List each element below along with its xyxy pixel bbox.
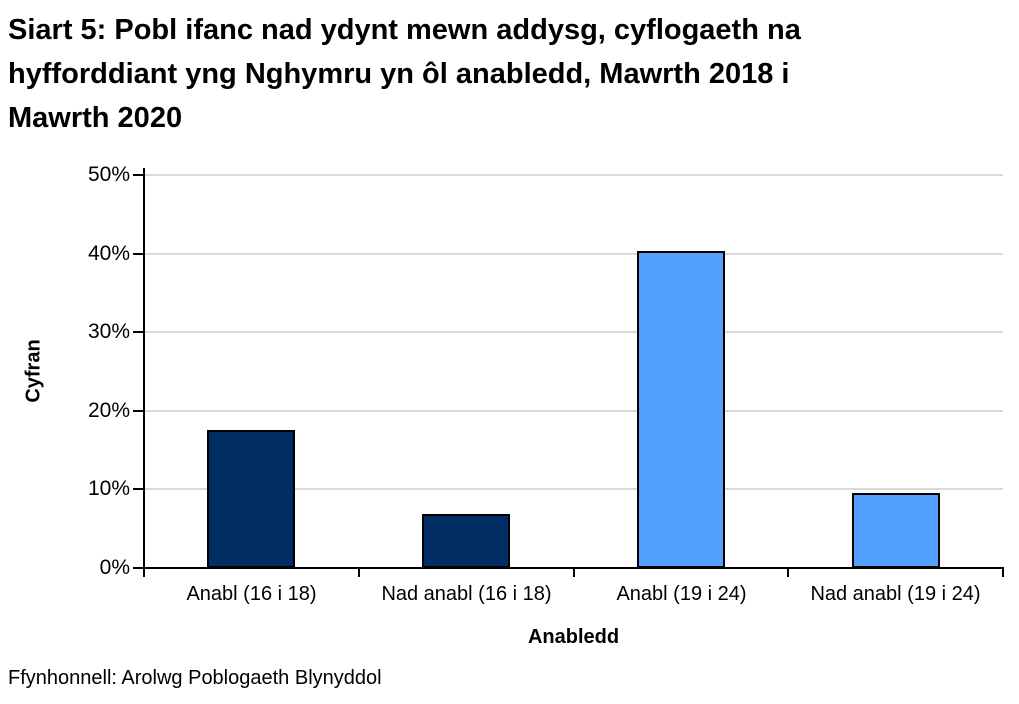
chart-title: Siart 5: Pobl ifanc nad ydynt mewn addys… <box>8 8 801 140</box>
x-category-label-nad-anabl-19-i-24-: Nad anabl (19 i 24) <box>810 583 981 605</box>
bar-nad-anabl-19-i-24- <box>852 493 940 568</box>
y-tick-0pct <box>133 567 144 569</box>
bar-nad-anabl-16-i-18- <box>422 514 510 568</box>
gridline-50 <box>144 174 1003 176</box>
gridline-30 <box>144 331 1003 334</box>
chart-title-line-2: hyfforddiant yng Nghymru yn ôl anabledd,… <box>8 58 790 90</box>
x-tick-0 <box>143 568 145 577</box>
plot-area <box>144 174 1003 568</box>
source-note: Ffynhonnell: Arolwg Poblogaeth Blynyddol <box>8 667 382 689</box>
x-category-label-nad-anabl-16-i-18-: Nad anabl (16 i 18) <box>381 583 552 605</box>
x-category-label-anabl-16-i-18-: Anabl (16 i 18) <box>186 583 317 605</box>
y-tick-label-30pct: 30% <box>87 320 130 343</box>
y-tick-label-10pct: 10% <box>87 477 130 500</box>
y-axis-title: Cyfran <box>22 339 45 403</box>
bar-anabl-16-i-18- <box>207 430 295 568</box>
y-axis-line <box>143 168 145 575</box>
x-axis-title: Anabledd <box>527 626 620 648</box>
y-tick-10pct <box>133 488 144 490</box>
chart-title-line-3: Mawrth 2020 <box>8 102 183 134</box>
y-tick-40pct <box>133 253 144 255</box>
bar-anabl-19-i-24- <box>637 251 725 568</box>
gridline-40 <box>144 252 1003 255</box>
x-tick-3 <box>787 568 789 577</box>
x-tick-1 <box>358 568 360 577</box>
gridline-10 <box>144 488 1003 491</box>
y-tick-label-20pct: 20% <box>87 399 130 422</box>
y-tick-50pct <box>133 174 144 176</box>
gridline-20 <box>144 409 1003 412</box>
x-tick-2 <box>573 568 575 577</box>
y-tick-30pct <box>133 331 144 333</box>
x-tick-4 <box>1002 568 1004 577</box>
y-tick-label-50pct: 50% <box>87 163 130 186</box>
y-tick-20pct <box>133 410 144 412</box>
y-tick-label-0pct: 0% <box>99 556 130 579</box>
x-category-label-anabl-19-i-24-: Anabl (19 i 24) <box>616 583 747 605</box>
y-tick-label-40pct: 40% <box>87 242 130 265</box>
chart-title-line-1: Siart 5: Pobl ifanc nad ydynt mewn addys… <box>8 14 801 46</box>
